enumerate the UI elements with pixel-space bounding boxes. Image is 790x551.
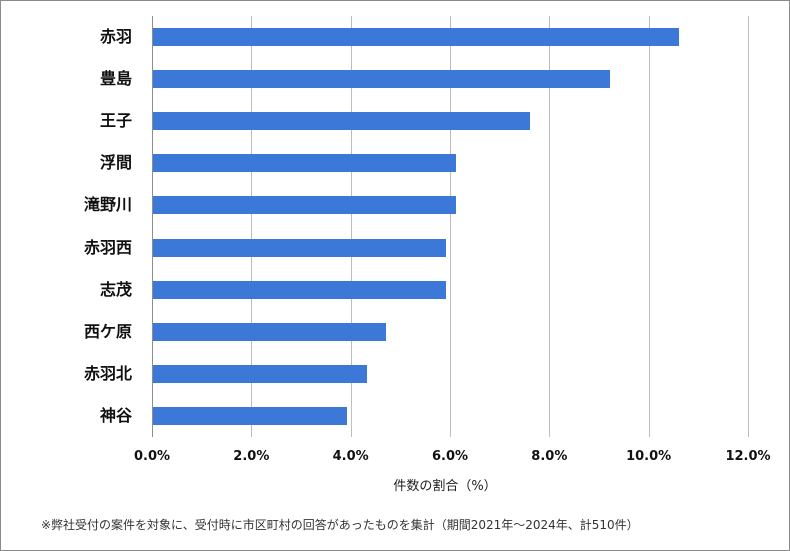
- gridline: [251, 16, 253, 437]
- gridline: [350, 16, 352, 437]
- category-label: 志茂: [99, 279, 132, 299]
- category-label: 王子: [99, 111, 132, 131]
- bar: [153, 196, 456, 215]
- category-label: 滝野川: [83, 195, 132, 215]
- x-tick-label: 4.0%: [332, 449, 369, 464]
- gridline: [748, 16, 749, 437]
- x-tick-label: 8.0%: [531, 449, 568, 464]
- x-tick-label: 12.0%: [725, 449, 771, 464]
- category-label: 浮間: [99, 153, 132, 173]
- bar: [153, 364, 367, 383]
- category-label: 豊島: [99, 69, 132, 89]
- footnote: ※弊社受付の案件を対象に、受付時に市区町村の回答があったものを集計（期間2021…: [41, 518, 639, 532]
- gridline: [648, 16, 650, 437]
- bar: [153, 280, 447, 299]
- category-label: 西ケ原: [83, 321, 132, 341]
- category-label: 神谷: [99, 405, 132, 425]
- gridline: [450, 16, 451, 437]
- bar: [153, 238, 447, 257]
- category-label: 赤羽: [99, 27, 132, 47]
- y-axis-line: [152, 16, 153, 437]
- x-tick-label: 10.0%: [626, 449, 672, 464]
- category-label: 赤羽北: [83, 363, 132, 383]
- x-axis-title: 件数の割合（%）: [393, 479, 497, 494]
- bar: [153, 406, 347, 425]
- bar: [153, 154, 456, 173]
- plot-area: [152, 16, 749, 437]
- gridline: [549, 16, 551, 437]
- category-label: 赤羽西: [83, 237, 132, 257]
- bar: [153, 28, 680, 47]
- x-tick-label: 2.0%: [233, 449, 270, 464]
- bar: [153, 70, 610, 89]
- x-tick-label: 0.0%: [133, 449, 171, 464]
- bar: [153, 322, 387, 341]
- bar: [153, 112, 531, 131]
- x-tick-label: 6.0%: [431, 449, 469, 464]
